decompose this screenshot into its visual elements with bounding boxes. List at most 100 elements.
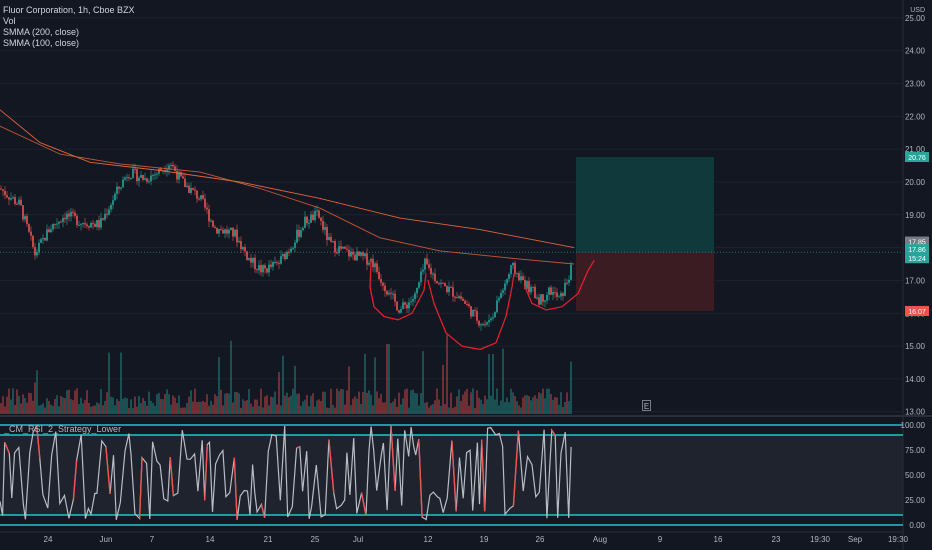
earnings-marker[interactable]: E <box>642 400 651 411</box>
candle-body <box>454 296 456 298</box>
volume-bar <box>180 407 182 414</box>
candle-body <box>428 264 430 269</box>
candle-body <box>460 296 462 299</box>
volume-bar <box>90 406 92 414</box>
price-tick-label: 17.00 <box>905 276 926 285</box>
volume-bar <box>558 404 560 414</box>
candle-body <box>304 216 306 229</box>
time-axis[interactable]: 24 Jun 7 14 21 25 Jul 12 19 26 Aug 9 16 23 19:30 Sep 19:… <box>44 535 909 544</box>
volume-bar <box>408 407 410 414</box>
candle-body <box>380 279 382 283</box>
candle-body <box>234 229 236 237</box>
position-tool[interactable] <box>0 157 903 311</box>
volume-bar <box>342 389 344 414</box>
pattern-drawing[interactable] <box>369 260 595 351</box>
candle-body <box>58 221 60 224</box>
volume-bar <box>444 403 446 414</box>
price-tick-label: 19.00 <box>905 211 926 220</box>
rsi-tick-label: 25.00 <box>905 496 926 505</box>
candle-body <box>68 213 70 217</box>
volume-bar <box>480 399 482 414</box>
volume-bar <box>142 398 144 414</box>
volume-bar <box>298 393 300 414</box>
time-tick-label: 12 <box>424 535 433 544</box>
volume-bar <box>394 398 396 414</box>
volume-bar <box>26 402 28 414</box>
rsi-signal-segment <box>204 444 208 501</box>
volume-bar <box>116 399 118 414</box>
volume-bar <box>118 401 120 414</box>
candle-body <box>320 217 322 221</box>
candle-body <box>46 229 48 241</box>
volume-bar <box>518 405 520 414</box>
volume-bar <box>272 397 274 414</box>
volume-bar <box>420 393 422 414</box>
time-tick-label: 19:30 <box>888 535 909 544</box>
candle-body <box>226 229 228 234</box>
candle-body <box>282 253 284 257</box>
candle-body <box>44 237 46 241</box>
volume-bar <box>102 405 104 414</box>
volume-bar <box>424 402 426 414</box>
candle-body <box>400 309 402 313</box>
volume-bar <box>70 399 72 414</box>
candle-body <box>342 246 344 249</box>
volume-bar <box>224 393 226 414</box>
candle-body <box>88 226 90 228</box>
volume-bar <box>152 402 154 414</box>
volume-bar <box>440 405 442 414</box>
candle-body <box>478 320 480 326</box>
legend-smma-200[interactable]: SMMA (200, close) <box>3 27 80 37</box>
candle-body <box>392 293 394 295</box>
volume-bar <box>492 354 494 414</box>
legend-vol[interactable]: Vol <box>3 16 16 26</box>
candle-body <box>348 249 350 257</box>
time-tick-label: Sep <box>848 535 863 544</box>
indicator-label[interactable]: _CM_RSI_2_Strategy_Lower <box>4 424 122 434</box>
volume-bar <box>144 400 146 414</box>
volume-bar <box>550 394 552 414</box>
price-axis[interactable]: 25.0024.0023.0022.0021.0020.0019.0018.00… <box>901 7 929 530</box>
volume-bar <box>40 404 42 414</box>
volume-bar <box>410 390 412 414</box>
volume-bar <box>308 406 310 414</box>
candle-body <box>430 268 432 275</box>
candle-body <box>474 309 476 312</box>
volume-bar <box>386 344 388 414</box>
candle-body <box>404 302 406 305</box>
chart-legend: Fluor Corporation, 1h, Cboe BZX Vol SMMA… <box>3 5 135 49</box>
candle-body <box>340 246 342 249</box>
candle-body <box>270 264 272 267</box>
candle-body <box>310 214 312 223</box>
candle-body <box>94 223 96 227</box>
candle-body <box>414 293 416 300</box>
volume-bar <box>14 404 16 414</box>
volume-bar <box>194 388 196 414</box>
volume-bar <box>402 398 404 414</box>
volume-bar <box>456 396 458 414</box>
volume-bar <box>458 389 460 414</box>
volume-bar <box>18 395 20 414</box>
candle-body <box>210 220 212 222</box>
candle-body <box>494 312 496 318</box>
volume-bar <box>236 391 238 414</box>
volume-bar <box>122 398 124 414</box>
candle-body <box>40 239 42 243</box>
candle-body <box>388 292 390 295</box>
candle-body <box>124 177 126 180</box>
symbol-title[interactable]: Fluor Corporation, 1h, Cboe BZX <box>3 5 135 15</box>
candle-body <box>42 237 44 240</box>
volume-bar <box>170 404 172 414</box>
volume-bar <box>106 392 108 414</box>
candle-body <box>262 265 264 273</box>
candle-body <box>104 213 106 220</box>
rsi-signal-segment <box>72 460 78 500</box>
volume-bar <box>396 406 398 414</box>
candle-body <box>332 241 334 243</box>
rsi-signal-segment <box>360 492 367 516</box>
legend-smma-100[interactable]: SMMA (100, close) <box>3 38 80 48</box>
volume-bar <box>128 407 130 414</box>
volume-bar <box>368 390 370 414</box>
volume-bar <box>340 388 342 414</box>
